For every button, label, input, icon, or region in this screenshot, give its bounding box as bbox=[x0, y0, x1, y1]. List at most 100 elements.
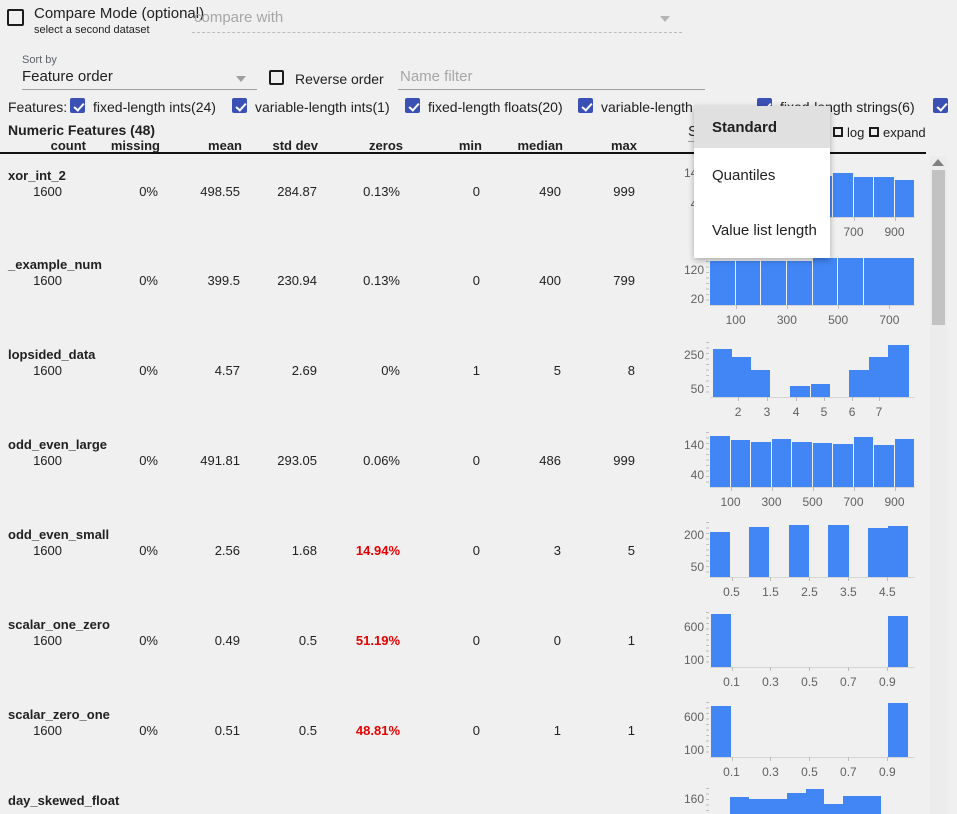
chart-plot-area bbox=[710, 432, 915, 488]
histogram-chart: 200 50 0.5 1.5 2.5 3.5 4.5 bbox=[682, 512, 922, 604]
x-tick-mark bbox=[770, 577, 772, 581]
x-tick-mark bbox=[848, 667, 850, 671]
feature-type-checkbox[interactable] bbox=[405, 98, 420, 113]
y-tick-label: 100 bbox=[683, 653, 704, 668]
y-axis-ticks bbox=[706, 250, 709, 305]
x-tick-mark bbox=[887, 757, 889, 761]
compare-mode-checkbox[interactable] bbox=[7, 9, 24, 26]
cell-mean: 0.49 bbox=[214, 633, 240, 648]
feature-type-checkbox[interactable] bbox=[578, 98, 593, 113]
cell-count: 1600 bbox=[33, 184, 62, 199]
column-header-max: max bbox=[610, 138, 637, 153]
y-tick-label: 40 bbox=[690, 468, 704, 483]
histogram-bar bbox=[894, 439, 915, 487]
y-tick-label: 100 bbox=[683, 743, 704, 758]
x-tick-label: 7 bbox=[875, 405, 883, 419]
column-header-zeros: zeros bbox=[369, 138, 403, 153]
feature-type-checkbox[interactable] bbox=[70, 98, 85, 113]
cell-max: 799 bbox=[613, 273, 635, 288]
feature-type-label: variable-length ints(1) bbox=[255, 99, 390, 115]
cell-median: 3 bbox=[553, 543, 561, 558]
x-tick-label: 0.5 bbox=[801, 675, 818, 689]
histogram-bar bbox=[711, 705, 732, 757]
x-tick-mark bbox=[809, 577, 811, 581]
histogram-bar bbox=[887, 703, 909, 757]
reverse-order-checkbox[interactable] bbox=[269, 70, 284, 85]
feature-name: odd_even_small bbox=[8, 527, 110, 542]
x-tick-mark bbox=[731, 757, 733, 761]
cell-missing: 0% bbox=[139, 543, 158, 558]
histogram-bar bbox=[735, 261, 761, 305]
cell-std_dev: 1.68 bbox=[291, 543, 317, 558]
x-tick-mark bbox=[853, 217, 855, 221]
x-tick-mark bbox=[838, 305, 840, 309]
header-divider-line bbox=[0, 152, 926, 154]
histogram-chart: 600 100 0.1 0.3 0.5 0.7 0.9 bbox=[682, 602, 922, 694]
histogram-bar bbox=[805, 789, 825, 814]
x-tick-mark bbox=[766, 397, 768, 401]
histogram-bar bbox=[750, 370, 770, 397]
cell-mean: 4.57 bbox=[214, 363, 240, 378]
histogram-bar bbox=[887, 615, 909, 667]
x-tick-label: 0.9 bbox=[878, 675, 896, 689]
menu-item-quantiles[interactable]: Quantiles bbox=[712, 167, 776, 184]
feature-name: _example_num bbox=[8, 257, 102, 272]
compare-with-input[interactable] bbox=[192, 8, 656, 27]
feature-type-label: variable-length floats(3) bbox=[601, 99, 694, 115]
x-tick-label: 0.7 bbox=[840, 675, 857, 689]
cell-max: 999 bbox=[613, 453, 635, 468]
chart-scrollbar-thumb[interactable] bbox=[932, 170, 945, 325]
cell-mean: 0.51 bbox=[214, 723, 240, 738]
histogram-bar bbox=[711, 614, 732, 667]
cell-median: 400 bbox=[539, 273, 561, 288]
histogram-bar bbox=[710, 261, 735, 305]
sort-by-label: Sort by bbox=[22, 54, 57, 66]
x-tick-label: 2.5 bbox=[801, 585, 818, 599]
x-tick-mark bbox=[894, 217, 896, 221]
cell-missing: 0% bbox=[139, 363, 158, 378]
expand-checkbox[interactable] bbox=[869, 127, 879, 137]
x-tick-label: 900 bbox=[884, 495, 905, 509]
x-tick-mark bbox=[809, 667, 811, 671]
histogram-bar bbox=[863, 257, 889, 305]
x-tick-label: 0.1 bbox=[723, 675, 740, 689]
y-axis-ticks bbox=[706, 612, 709, 667]
histogram-bar bbox=[838, 258, 863, 305]
histogram-chart: 120 20 100 300 500 700 bbox=[682, 240, 922, 332]
log-checkbox-label: log bbox=[847, 125, 865, 140]
feature-type-checkbox[interactable] bbox=[933, 98, 948, 113]
sort-by-select[interactable]: Feature order bbox=[22, 68, 113, 85]
x-tick-label: 6 bbox=[848, 405, 856, 419]
x-tick-label: 300 bbox=[776, 313, 797, 327]
histogram-bar bbox=[874, 444, 894, 487]
y-tick-label: 140 bbox=[683, 438, 704, 453]
scrollbar-up-arrow-icon[interactable] bbox=[932, 159, 944, 166]
feature-name: scalar_one_zero bbox=[8, 617, 110, 632]
sort-dropdown-arrow-icon[interactable] bbox=[236, 76, 246, 82]
histogram-bar bbox=[792, 442, 812, 487]
log-checkbox[interactable] bbox=[833, 127, 843, 137]
histogram-bar bbox=[730, 440, 751, 487]
feature-type-checkbox[interactable] bbox=[232, 98, 247, 113]
x-tick-label: 0.5 bbox=[801, 765, 818, 779]
x-tick-label: 5 bbox=[820, 405, 828, 419]
histogram-bar bbox=[811, 383, 830, 397]
compare-mode-title: Compare Mode (optional) bbox=[34, 5, 205, 22]
histogram-bar bbox=[853, 177, 874, 217]
y-tick-label: 250 bbox=[683, 348, 704, 363]
histogram-bar bbox=[812, 443, 833, 487]
compare-dropdown-arrow-icon[interactable] bbox=[660, 16, 670, 22]
menu-item-standard[interactable]: Standard bbox=[694, 106, 830, 148]
cell-std_dev: 284.87 bbox=[277, 184, 317, 199]
chart-plot-area bbox=[710, 250, 915, 306]
x-tick-label: 3 bbox=[763, 405, 771, 419]
histogram-bar bbox=[751, 441, 771, 487]
histogram-bar bbox=[833, 443, 853, 487]
x-tick-label: 700 bbox=[879, 313, 900, 327]
cell-count: 1600 bbox=[33, 633, 62, 648]
cell-count: 1600 bbox=[33, 363, 62, 378]
name-filter-input[interactable] bbox=[398, 67, 692, 86]
cell-zeros: 0% bbox=[381, 363, 400, 378]
menu-item-value-list-length[interactable]: Value list length bbox=[712, 222, 817, 239]
cell-std_dev: 230.94 bbox=[277, 273, 317, 288]
